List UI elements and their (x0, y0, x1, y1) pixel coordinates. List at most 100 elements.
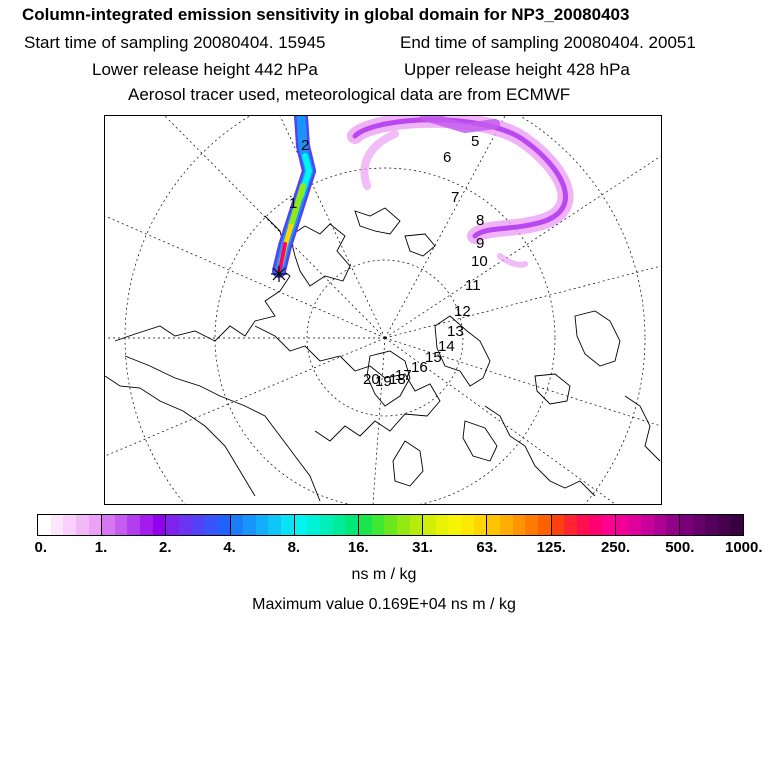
polar-map: 1 2 5 6 7 8 9 10 11 12 13 14 15 16 17 18… (104, 115, 662, 505)
colorbar-swatch (537, 515, 551, 535)
colorbar-swatch (730, 515, 744, 535)
tracer-info-text: Aerosol tracer used, meteorological data… (128, 85, 571, 104)
coastlines (105, 207, 661, 502)
colorbar-swatch (615, 515, 629, 535)
day-label: 10 (471, 253, 488, 270)
units-label: ns m / kg (351, 566, 417, 583)
day-label: 7 (451, 189, 459, 206)
colorbar-swatch (396, 515, 410, 535)
colorbar-segment (38, 515, 102, 535)
colorbar-swatch (653, 515, 667, 535)
colorbar-swatch (358, 515, 372, 535)
colorbar-swatch (345, 515, 358, 535)
colorbar-tick-label: 0. (34, 539, 48, 556)
colorbar-swatch (589, 515, 603, 535)
day-label: 11 (465, 277, 481, 294)
end-time-text: End time of sampling 20080404. 20051 (400, 33, 696, 52)
colorbar-segment (101, 515, 166, 535)
colorbar-segment (678, 515, 744, 535)
colorbar-swatch (294, 515, 308, 535)
colorbar-swatch (564, 515, 577, 535)
colorbar-swatch (551, 515, 565, 535)
colorbar-tick-label: 63. (476, 539, 498, 556)
colorbar-swatch (102, 515, 115, 535)
colorbar-swatch (191, 515, 205, 535)
colorbar-swatch (525, 515, 538, 535)
upper-release-text: Upper release height 428 hPa (404, 60, 630, 79)
colorbar-swatch (717, 515, 731, 535)
day-label: 15 (425, 349, 442, 366)
day-label: 14 (438, 338, 455, 355)
colorbar-tick-label: 2. (159, 539, 172, 556)
colorbar-swatch (371, 515, 385, 535)
colorbar-swatch (640, 515, 654, 535)
colorbar-segment (422, 515, 487, 535)
colorbar-segment (486, 515, 551, 535)
colorbar-swatch (38, 515, 51, 535)
day-label: 12 (454, 303, 471, 320)
day-label: 16 (411, 359, 428, 376)
colorbar-swatch (692, 515, 706, 535)
colorbar-swatch (179, 515, 192, 535)
day-label: 2 (301, 137, 309, 154)
colorbar-swatch (666, 515, 679, 535)
colorbar-swatch (461, 515, 474, 535)
colorbar-swatch (50, 515, 64, 535)
colorbar-segment (357, 515, 423, 535)
colorbar-swatch (152, 515, 166, 535)
map-canvas: 1 2 5 6 7 8 9 10 11 12 13 14 15 16 17 18… (105, 116, 661, 504)
colorbar-swatch (705, 515, 718, 535)
start-time-text: Start time of sampling 20080404. 15945 (24, 33, 326, 52)
colorbar-swatch (166, 515, 180, 535)
colorbar (37, 514, 744, 536)
colorbar-tick-label: 31. (412, 539, 433, 556)
colorbar-swatch (512, 515, 526, 535)
colorbar-tick-label: 1. (94, 539, 108, 556)
meridian-lines (105, 116, 661, 504)
colorbar-swatch (216, 515, 230, 535)
colorbar-swatch (204, 515, 217, 535)
colorbar-swatch (602, 515, 615, 535)
colorbar-tick-label: 500. (665, 539, 695, 556)
colorbar-segment (165, 515, 230, 535)
colorbar-swatch (384, 515, 397, 535)
colorbar-swatch (255, 515, 269, 535)
sensitivity-plume-arc (347, 116, 574, 268)
colorbar-tick-label: 1000. (725, 539, 763, 556)
colorbar-swatch (88, 515, 102, 535)
colorbar-tick-label: 16. (347, 539, 369, 556)
colorbar-swatch (230, 515, 244, 535)
colorbar-swatch (63, 515, 76, 535)
colorbar-swatch (307, 515, 321, 535)
maximum-value-text: Maximum value 0.169E+04 ns m / kg (252, 596, 516, 613)
colorbar-swatch (679, 515, 693, 535)
colorbar-swatch (243, 515, 256, 535)
colorbar-swatch (628, 515, 641, 535)
day-label: 20 (363, 371, 380, 388)
day-label: 5 (471, 133, 479, 150)
colorbar-swatch (75, 515, 89, 535)
colorbar-swatch (409, 515, 423, 535)
day-label: 9 (476, 235, 484, 252)
lower-release-text: Lower release height 442 hPa (92, 60, 318, 79)
colorbar-swatch (423, 515, 436, 535)
colorbar-tick-label: 8. (287, 539, 301, 556)
day-label: 17 (395, 367, 412, 384)
colorbar-swatch (140, 515, 153, 535)
plot-title: Column-integrated emission sensitivity i… (22, 5, 630, 24)
colorbar-swatch (448, 515, 462, 535)
colorbar-swatch (487, 515, 500, 535)
day-label: 19 (375, 373, 392, 390)
colorbar-swatch (435, 515, 449, 535)
day-label: 8 (476, 212, 484, 229)
day-label: 18 (389, 371, 406, 388)
colorbar-swatch (332, 515, 346, 535)
day-label: 6 (443, 149, 451, 166)
colorbar-swatch (268, 515, 282, 535)
colorbar-swatch (320, 515, 333, 535)
release-site-star (271, 266, 287, 282)
colorbar-segment (550, 515, 615, 535)
day-labels: 1 2 5 6 7 8 9 10 11 12 13 14 15 16 17 18… (289, 133, 488, 390)
colorbar-segment (229, 515, 294, 535)
colorbar-swatch (499, 515, 513, 535)
